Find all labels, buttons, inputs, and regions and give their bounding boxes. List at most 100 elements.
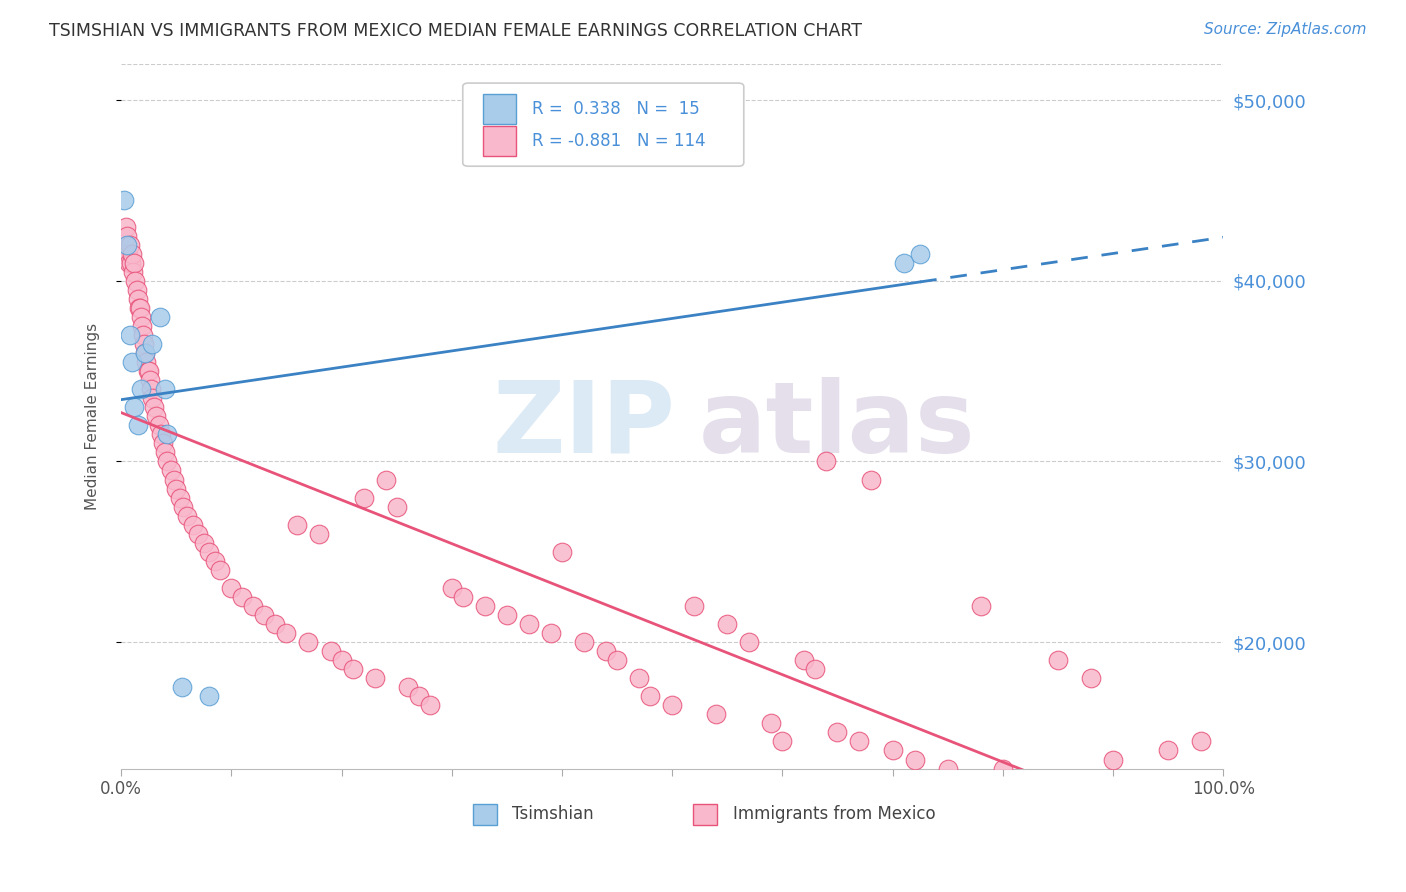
- Point: [353, 491, 375, 505]
- Point: [176, 508, 198, 523]
- Point: [148, 418, 170, 433]
- Point: [139, 373, 162, 387]
- Point: [181, 517, 204, 532]
- Point: [122, 265, 145, 279]
- Point: [628, 671, 651, 685]
- Point: [970, 599, 993, 613]
- Point: [287, 517, 309, 532]
- Point: [385, 500, 408, 514]
- Point: [134, 346, 156, 360]
- Point: [127, 292, 149, 306]
- Point: [149, 427, 172, 442]
- Point: [118, 328, 141, 343]
- Text: Tsimshian: Tsimshian: [512, 805, 593, 823]
- Point: [112, 246, 135, 260]
- Point: [117, 246, 139, 260]
- Point: [145, 409, 167, 424]
- Point: [893, 256, 915, 270]
- Point: [815, 454, 838, 468]
- Point: [264, 617, 287, 632]
- Point: [124, 274, 146, 288]
- Point: [374, 473, 396, 487]
- Point: [319, 644, 342, 658]
- Point: [118, 237, 141, 252]
- Point: [276, 626, 298, 640]
- Point: [936, 762, 959, 776]
- Point: [572, 635, 595, 649]
- Point: [474, 599, 496, 613]
- Point: [661, 698, 683, 713]
- Point: [761, 716, 783, 731]
- Point: [342, 662, 364, 676]
- Text: R =  0.338   N =  15: R = 0.338 N = 15: [533, 100, 700, 118]
- Point: [155, 382, 177, 396]
- Point: [1102, 752, 1125, 766]
- Point: [204, 554, 226, 568]
- Point: [716, 617, 738, 632]
- Point: [198, 545, 221, 559]
- Point: [638, 690, 661, 704]
- Text: Source: ZipAtlas.com: Source: ZipAtlas.com: [1204, 22, 1367, 37]
- Point: [120, 256, 142, 270]
- Point: [308, 526, 330, 541]
- Point: [129, 382, 152, 396]
- Point: [1080, 671, 1102, 685]
- Point: [704, 707, 727, 722]
- Point: [114, 193, 136, 207]
- Point: [138, 364, 160, 378]
- Point: [170, 680, 193, 694]
- Point: [804, 662, 827, 676]
- Point: [156, 427, 179, 442]
- Text: Immigrants from Mexico: Immigrants from Mexico: [733, 805, 935, 823]
- Bar: [482, 95, 516, 124]
- Point: [128, 301, 150, 315]
- Point: [155, 445, 177, 459]
- Point: [193, 535, 215, 549]
- Bar: [693, 804, 717, 825]
- Point: [297, 635, 319, 649]
- Point: [169, 491, 191, 505]
- Point: [156, 454, 179, 468]
- Point: [551, 545, 574, 559]
- Text: atlas: atlas: [699, 376, 976, 474]
- Point: [738, 635, 761, 649]
- Point: [134, 346, 156, 360]
- Point: [128, 301, 150, 315]
- Point: [121, 355, 143, 369]
- Point: [253, 607, 276, 622]
- Point: [827, 725, 849, 739]
- Point: [115, 228, 138, 243]
- Point: [124, 401, 146, 415]
- Point: [135, 355, 157, 369]
- Point: [134, 337, 156, 351]
- Point: [221, 581, 243, 595]
- Point: [131, 318, 153, 333]
- Point: [165, 482, 187, 496]
- Point: [143, 401, 166, 415]
- Point: [129, 310, 152, 324]
- Point: [141, 391, 163, 405]
- FancyBboxPatch shape: [463, 83, 744, 166]
- Point: [419, 698, 441, 713]
- Text: ZIP: ZIP: [492, 376, 675, 474]
- Point: [848, 734, 870, 748]
- Bar: [472, 804, 496, 825]
- Bar: [482, 126, 516, 155]
- Point: [139, 382, 162, 396]
- Text: R = -0.881   N = 114: R = -0.881 N = 114: [533, 132, 706, 150]
- Point: [1157, 743, 1180, 757]
- Point: [793, 653, 815, 667]
- Point: [330, 653, 353, 667]
- Point: [141, 337, 163, 351]
- Point: [606, 653, 628, 667]
- Point: [231, 590, 253, 604]
- Point: [121, 246, 143, 260]
- Point: [159, 463, 181, 477]
- Point: [198, 690, 221, 704]
- Point: [408, 690, 430, 704]
- Point: [540, 626, 562, 640]
- Point: [132, 328, 155, 343]
- Point: [118, 256, 141, 270]
- Point: [114, 219, 136, 234]
- Point: [152, 436, 174, 450]
